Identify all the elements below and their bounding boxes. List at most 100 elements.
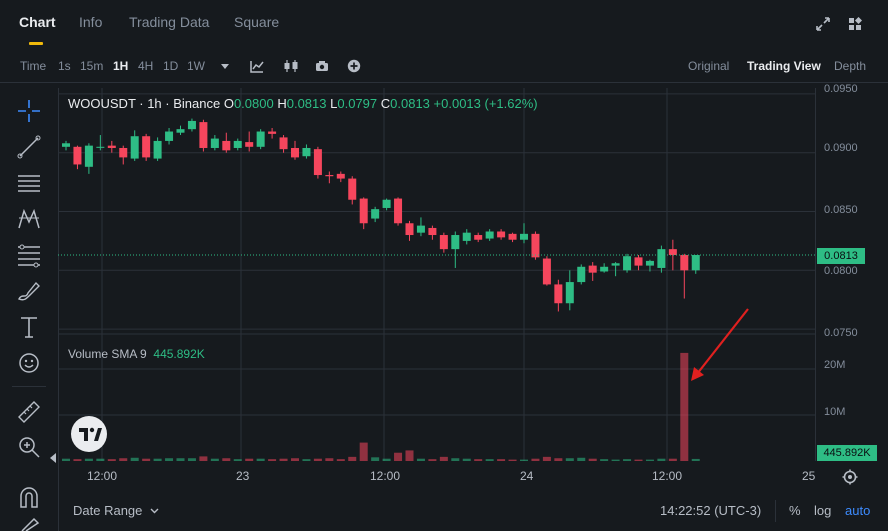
timeframe-1d[interactable]: 1D <box>163 59 179 73</box>
open-value: 0.0800 <box>233 96 274 111</box>
price-tick: 0.0750 <box>824 327 858 339</box>
top-tab-bar: Chart Info Trading Data Square <box>0 0 888 46</box>
zoom-in-icon[interactable] <box>14 433 44 461</box>
tab-info[interactable]: Info <box>79 14 103 30</box>
volume-bar <box>348 456 357 461</box>
volume-bar <box>291 458 299 461</box>
timeframe-toolbar: Time 1s 15m 1H 4H 1D 1W Original Trading… <box>0 50 888 83</box>
pattern-icon[interactable] <box>14 205 44 233</box>
current-price-tag: 0.0813 <box>817 248 865 264</box>
price-tick: 0.0950 <box>824 83 858 95</box>
candle-body <box>474 235 483 240</box>
magnet-icon[interactable] <box>14 483 44 511</box>
candle-body <box>600 266 609 272</box>
volume-bar <box>210 458 219 461</box>
timeframe-1w[interactable]: 1W <box>187 59 205 73</box>
volume-bar <box>405 450 414 461</box>
candle-body <box>313 149 322 176</box>
candle-body <box>176 129 185 133</box>
fib-retracement-icon[interactable] <box>14 241 44 269</box>
log-scale-toggle[interactable]: log <box>814 503 832 518</box>
text-tool-icon[interactable] <box>14 313 44 341</box>
candle-body <box>119 147 128 158</box>
ruler-measure-icon[interactable] <box>14 397 44 425</box>
view-trading-view[interactable]: Trading View <box>747 59 821 73</box>
candle-body <box>554 284 563 304</box>
chevron-down-icon[interactable] <box>150 508 159 514</box>
view-original[interactable]: Original <box>688 59 730 73</box>
tab-trading-data[interactable]: Trading Data <box>129 14 210 30</box>
tab-chart[interactable]: Chart <box>19 14 56 30</box>
price-tick: 0.0900 <box>824 142 858 154</box>
timeframe-time[interactable]: Time <box>20 59 47 73</box>
fullscreen-icon[interactable] <box>816 17 830 31</box>
volume-bar <box>107 459 116 461</box>
candlestick-chart[interactable] <box>58 88 815 461</box>
volume-bar <box>268 459 277 461</box>
camera-icon[interactable] <box>315 60 329 72</box>
candle-body <box>130 136 139 159</box>
timeframe-1s[interactable]: 1s <box>58 59 71 73</box>
candle-body <box>256 131 265 147</box>
volume-bar <box>153 458 162 461</box>
volume-bar <box>565 458 574 461</box>
timeframe-4h[interactable]: 4H <box>138 59 154 73</box>
timeframe-1h[interactable]: 1H <box>113 59 129 73</box>
collapse-toolbar-icon[interactable] <box>50 453 56 463</box>
volume-bar <box>497 459 506 461</box>
candle-body <box>107 145 116 148</box>
volume-bar <box>187 458 196 461</box>
volume-bar <box>680 352 689 461</box>
trendline-icon[interactable] <box>14 133 44 161</box>
candle-body <box>508 233 517 240</box>
candle-body <box>668 249 677 256</box>
candle-body <box>645 260 654 266</box>
brush-icon[interactable] <box>14 277 44 305</box>
volume-bar <box>84 458 93 461</box>
add-plus-icon[interactable] <box>347 59 361 73</box>
volume-bar <box>439 456 448 461</box>
crosshair-icon[interactable] <box>14 97 44 125</box>
settings-gear-icon[interactable] <box>842 469 858 485</box>
pencil-lock-icon[interactable] <box>14 515 44 531</box>
volume-bar <box>691 458 700 461</box>
clock-readout[interactable]: 14:22:52 (UTC-3) <box>660 503 762 518</box>
chart-plot-area[interactable] <box>58 88 815 461</box>
timeframe-15m[interactable]: 15m <box>80 59 104 73</box>
volume-bar <box>96 458 105 461</box>
indicators-icon[interactable] <box>250 60 264 73</box>
layout-grid-icon[interactable] <box>848 17 862 31</box>
candle-body <box>439 235 448 250</box>
candle-body <box>142 136 151 158</box>
candle-body <box>611 263 620 266</box>
candle-body <box>588 265 597 273</box>
time-axis[interactable]: 12:00 23 12:00 24 12:00 25 <box>58 461 815 491</box>
tab-square[interactable]: Square <box>234 14 280 30</box>
candle-body <box>73 146 82 165</box>
candle-body <box>165 131 174 141</box>
date-range-button[interactable]: Date Range <box>73 503 143 518</box>
view-depth[interactable]: Depth <box>834 59 867 73</box>
volume-legend: Volume SMA 9 445.892K <box>68 347 205 361</box>
price-axis[interactable]: 0.0950 0.0900 0.0850 0.0800 0.0750 0.081… <box>815 83 888 461</box>
volume-tick: 10M <box>824 406 846 418</box>
candle-body <box>623 256 632 271</box>
percent-scale-toggle[interactable]: % <box>789 503 801 518</box>
ohlc-legend: WOOUSDT · 1h · Binance O0.0800 H0.0813 L… <box>68 96 538 111</box>
tradingview-logo[interactable] <box>71 416 107 452</box>
emoji-icon[interactable] <box>14 349 44 377</box>
volume-bar <box>165 458 174 461</box>
horizontal-lines-icon[interactable] <box>14 169 44 197</box>
volume-bar <box>222 458 231 461</box>
volume-bar <box>416 458 425 461</box>
chevron-down-icon[interactable] <box>221 64 229 70</box>
auto-scale-toggle[interactable]: auto <box>845 503 871 518</box>
volume-bar <box>600 459 609 461</box>
volume-bar <box>542 456 551 461</box>
close-value: 0.0813 <box>390 96 430 111</box>
candle-body <box>520 233 528 240</box>
candle-body <box>359 198 368 224</box>
time-tick: 12:00 <box>87 469 118 483</box>
candle-body <box>416 225 425 233</box>
chart-type-candles-icon[interactable] <box>283 59 299 73</box>
